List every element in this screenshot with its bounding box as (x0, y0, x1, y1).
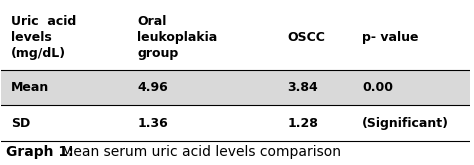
Text: 1.28: 1.28 (287, 116, 318, 130)
Text: Mean serum uric acid levels comparison: Mean serum uric acid levels comparison (57, 145, 341, 159)
Text: 3.84: 3.84 (287, 81, 318, 94)
Text: p- value: p- value (362, 31, 419, 44)
Text: (Significant): (Significant) (362, 116, 449, 130)
Text: 1.36: 1.36 (137, 116, 168, 130)
Text: SD: SD (11, 116, 30, 130)
Text: Oral
leukoplakia
group: Oral leukoplakia group (137, 15, 218, 60)
Text: OSCC: OSCC (287, 31, 325, 44)
Bar (1, 69, 470, 105)
Text: Mean: Mean (11, 81, 49, 94)
Text: Uric  acid
levels
(mg/dL): Uric acid levels (mg/dL) (11, 15, 76, 60)
Text: 0.00: 0.00 (362, 81, 393, 94)
Text: 4.96: 4.96 (137, 81, 168, 94)
Text: Graph 1:: Graph 1: (6, 145, 73, 159)
